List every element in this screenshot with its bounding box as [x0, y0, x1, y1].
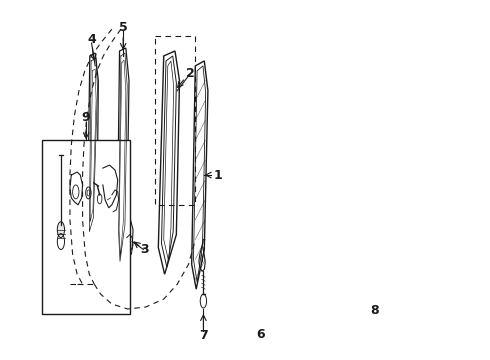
Circle shape [57, 222, 65, 238]
Text: 9: 9 [82, 111, 91, 124]
Text: 2: 2 [186, 67, 194, 80]
Bar [244, 228, 278, 307]
Text: 3: 3 [141, 243, 149, 256]
Text: 1: 1 [213, 168, 222, 181]
Text: 6: 6 [256, 328, 265, 341]
Text: 8: 8 [370, 305, 379, 318]
Text: 7: 7 [199, 329, 208, 342]
Text: 5: 5 [119, 21, 127, 34]
Text: 4: 4 [87, 33, 96, 46]
Bar [42, 140, 130, 314]
